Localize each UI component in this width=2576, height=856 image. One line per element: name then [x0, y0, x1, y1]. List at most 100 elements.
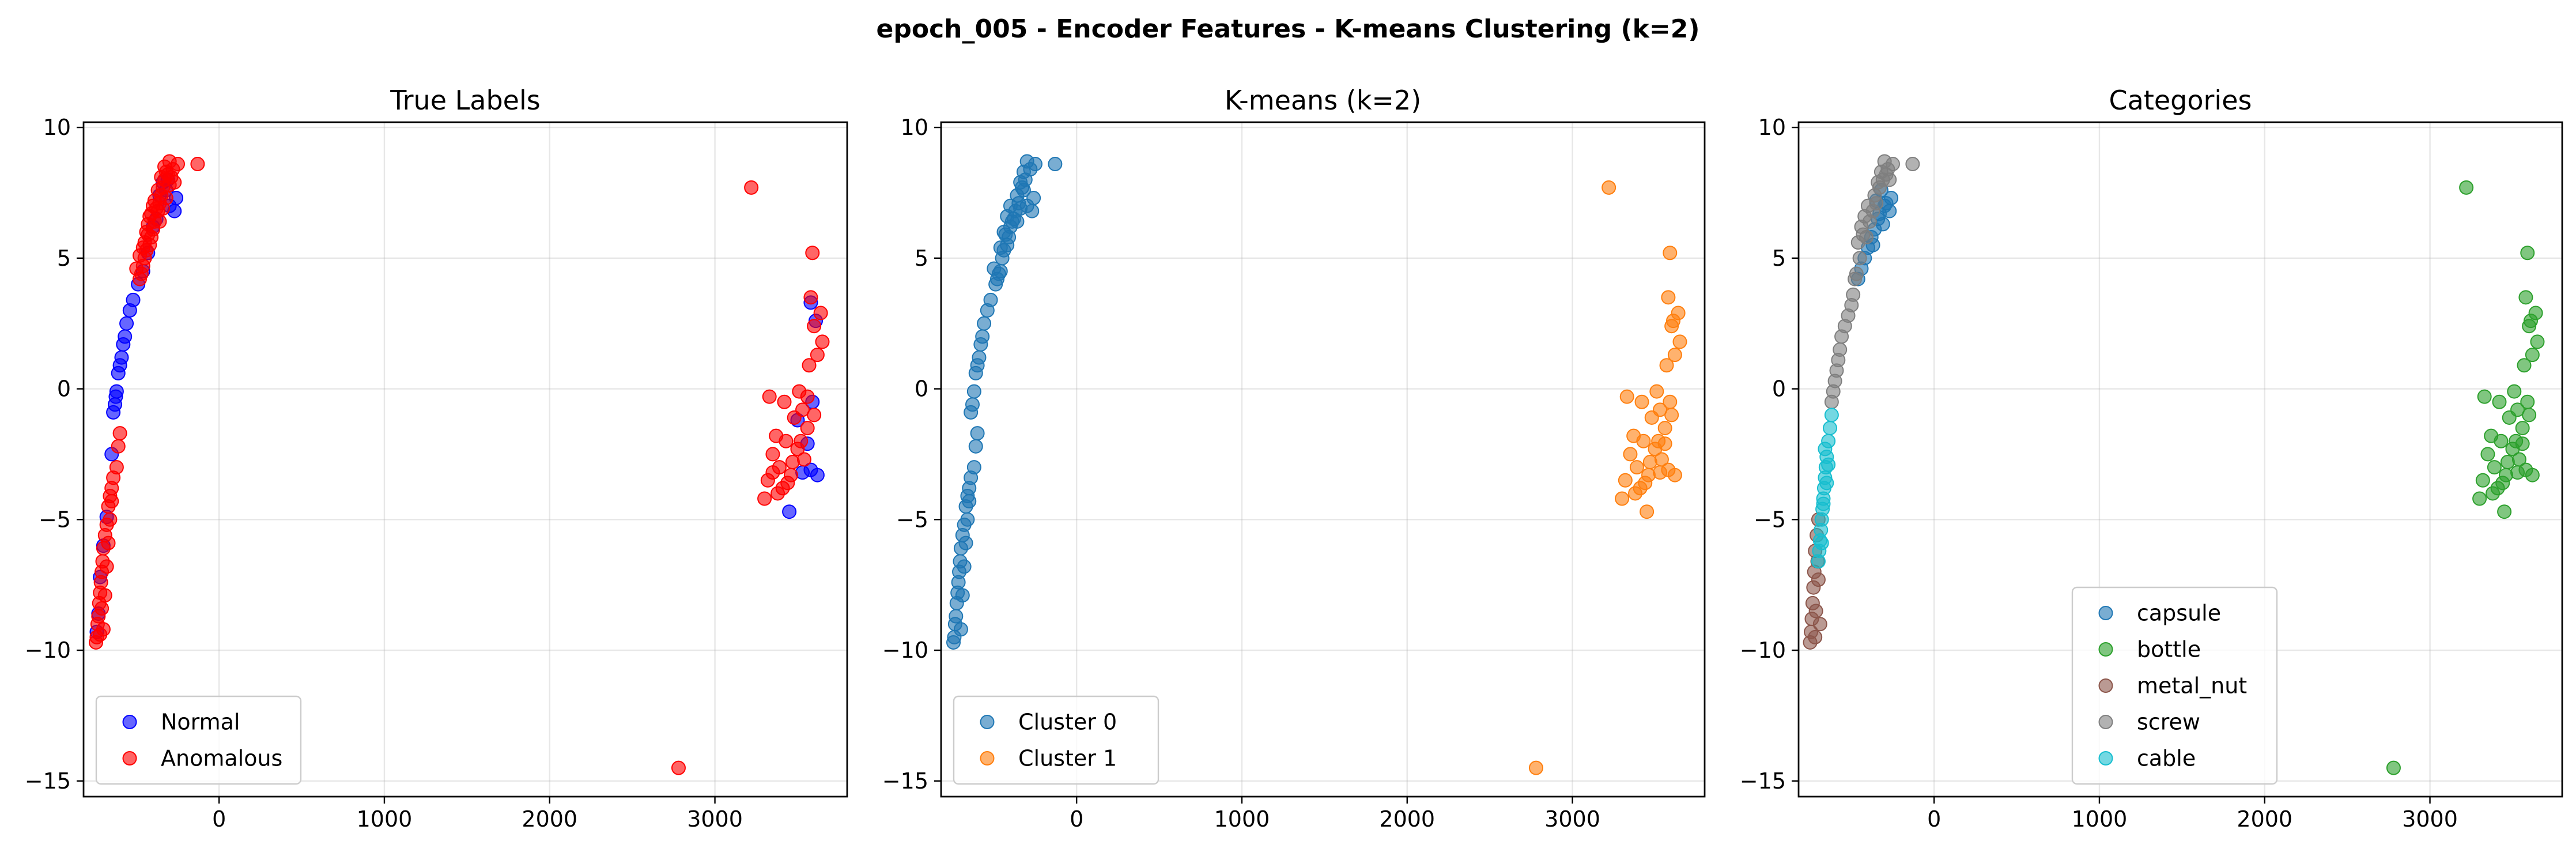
scatter-point	[1667, 467, 1682, 482]
scatter-point	[1663, 246, 1678, 261]
legend-label: Cluster 0	[1018, 710, 1117, 735]
y-tick-label: −5	[39, 507, 71, 532]
scatter-point	[1819, 476, 1834, 491]
legend-label: Normal	[161, 710, 240, 735]
scatter-point	[1672, 334, 1687, 349]
legend-label: cable	[2137, 746, 2196, 771]
x-tick-label: 3000	[2402, 806, 2458, 832]
scatter-point	[101, 536, 116, 550]
scatter-point	[1821, 457, 1836, 472]
y-tick-label: −10	[1740, 638, 1786, 663]
scatter-point	[807, 408, 822, 423]
scatter-point	[133, 248, 148, 263]
scatter-point	[800, 421, 815, 436]
scatter-point	[2520, 246, 2535, 261]
scatter-point	[1872, 180, 1887, 195]
scatter-point	[1905, 157, 1920, 172]
scatter-point	[2495, 476, 2510, 491]
y-tick-label: 10	[1758, 115, 1786, 140]
scatter-point	[2459, 180, 2474, 195]
y-tick-label: 0	[1772, 376, 1786, 402]
scatter-point	[111, 439, 126, 454]
y-tick-label: −15	[882, 768, 928, 794]
scatter-point	[964, 405, 979, 420]
scatter-point	[2522, 408, 2537, 423]
x-tick-label: 1000	[1214, 806, 1270, 832]
scatter-point	[980, 303, 995, 318]
legend-marker	[980, 751, 995, 766]
scatter-point	[158, 191, 173, 206]
scatter-point	[116, 337, 131, 352]
y-tick-label: 5	[57, 246, 71, 271]
axes-frame	[940, 121, 1706, 798]
scatter-point	[1848, 271, 1863, 286]
scatter-point	[139, 224, 154, 239]
scatter-point	[968, 439, 983, 454]
scatter-point	[803, 290, 818, 305]
scatter-point	[2472, 491, 2487, 506]
scatter-point	[968, 365, 983, 380]
scatter-point	[1634, 394, 1649, 409]
scatter-point	[1808, 629, 1823, 644]
scatter-point	[962, 494, 977, 509]
scatter-point	[1663, 394, 1678, 409]
scatter-point	[104, 494, 119, 509]
y-tick-label: −15	[25, 768, 71, 794]
x-tick-label: 1000	[357, 806, 413, 832]
scatter-point	[1048, 157, 1063, 172]
scatter-point	[2507, 384, 2522, 399]
subplot-1: True Labels 0 1000 2000 3000 10 5 0 −5 −10 −15 Norm…	[25, 85, 848, 832]
scatter-point	[800, 389, 815, 404]
scatter-point	[1640, 504, 1655, 519]
scatter-point	[1661, 290, 1676, 305]
x-tick-label: 0	[212, 806, 226, 832]
series-normal	[89, 172, 825, 639]
series-cluster-0	[946, 154, 1063, 650]
scatter-point	[810, 467, 825, 482]
grid	[941, 122, 1705, 797]
legend-marker	[2098, 715, 2113, 729]
scatter-point	[1667, 348, 1682, 363]
scatter-point	[2475, 473, 2490, 488]
scatter-point	[1822, 421, 1837, 436]
legend-label: metal_nut	[2137, 673, 2247, 699]
legend: Cluster 0 Cluster 1	[953, 695, 1159, 785]
scatter-point	[2525, 467, 2540, 482]
y-tick-label: −10	[25, 638, 71, 663]
y-tick-label: 10	[43, 115, 71, 140]
y-tick-label: 10	[901, 115, 928, 140]
y-tick-label: −5	[1754, 507, 1786, 532]
scatter-point	[777, 394, 792, 409]
scatter-point	[973, 337, 988, 352]
scatter-point	[807, 319, 822, 334]
scatter-point	[1657, 421, 1672, 436]
scatter-point	[122, 303, 137, 318]
scatter-point	[757, 491, 772, 506]
scatter-point	[2487, 460, 2502, 475]
series-anomalous	[89, 154, 830, 775]
scatter-point	[1875, 217, 1890, 232]
series-cluster-1	[1528, 180, 1687, 775]
x-tick-label: 1000	[2072, 806, 2128, 832]
scatter-point	[780, 476, 795, 491]
axes-frame	[1797, 121, 2563, 798]
scatter-point	[99, 559, 114, 574]
scatter-point	[1528, 760, 1543, 775]
scatter-point	[1623, 447, 1638, 462]
legend-marker	[122, 715, 137, 729]
scatter-point	[1811, 572, 1826, 587]
scatter-point	[671, 760, 686, 775]
scatter-point	[2524, 314, 2539, 329]
scatter-point	[1834, 329, 1849, 344]
y-tick-label: 5	[1772, 246, 1786, 271]
scatter-point	[106, 405, 121, 420]
scatter-point	[1644, 410, 1659, 425]
x-tick-label: 3000	[687, 806, 743, 832]
scatter-point	[1818, 442, 1833, 457]
scatter-point	[1824, 394, 1839, 409]
scatter-point	[2497, 504, 2512, 519]
scatter-point	[2530, 334, 2545, 349]
scatter-point	[815, 334, 830, 349]
y-tick-label: 0	[57, 376, 71, 402]
